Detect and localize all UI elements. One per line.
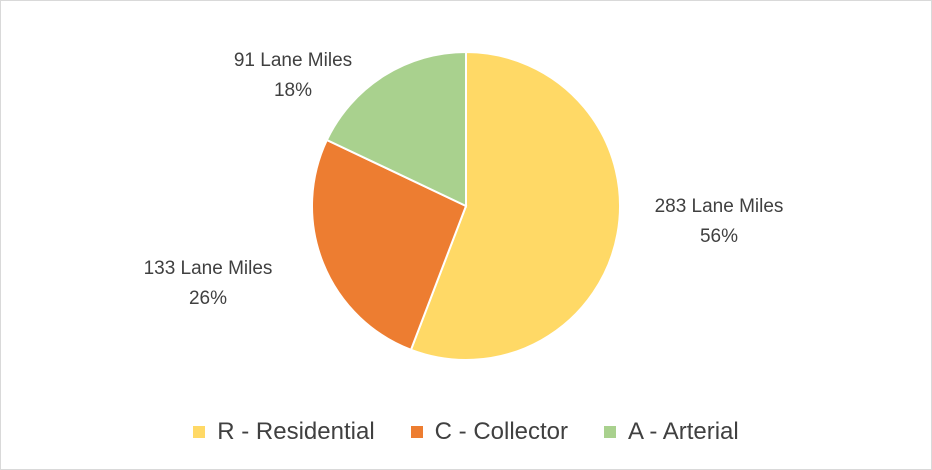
legend-swatch-residential xyxy=(193,426,206,438)
data-label-collector-value: 133 Lane Miles xyxy=(144,258,273,279)
legend: R - Residential C - Collector A - Arteri… xyxy=(1,418,931,446)
data-label-residential-value: 283 Lane Miles xyxy=(655,196,784,217)
data-label-collector-percent: 26% xyxy=(189,288,227,309)
legend-label-collector: C - Collector xyxy=(434,418,569,445)
pie-slices xyxy=(311,50,621,361)
pie-chart: 283 Lane Miles 56% 133 Lane Miles 26% 91… xyxy=(144,50,784,361)
legend-item-residential: R - Residential xyxy=(193,418,375,446)
legend-swatch-collector xyxy=(410,426,423,438)
data-label-arterial-value: 91 Lane Miles xyxy=(234,50,352,71)
pie-slice-a-arterial xyxy=(325,50,467,208)
pie-slice-c-collector xyxy=(311,138,468,352)
legend-item-arterial: A - Arterial xyxy=(604,418,739,446)
pie-slice-r-residential xyxy=(409,50,621,361)
legend-label-residential: R - Residential xyxy=(217,418,375,445)
legend-swatch-arterial xyxy=(604,426,617,438)
data-label-arterial-percent: 18% xyxy=(274,80,312,101)
legend-label-arterial: A - Arterial xyxy=(628,418,739,445)
legend-item-collector: C - Collector xyxy=(410,418,569,446)
data-label-residential-percent: 56% xyxy=(700,226,738,247)
